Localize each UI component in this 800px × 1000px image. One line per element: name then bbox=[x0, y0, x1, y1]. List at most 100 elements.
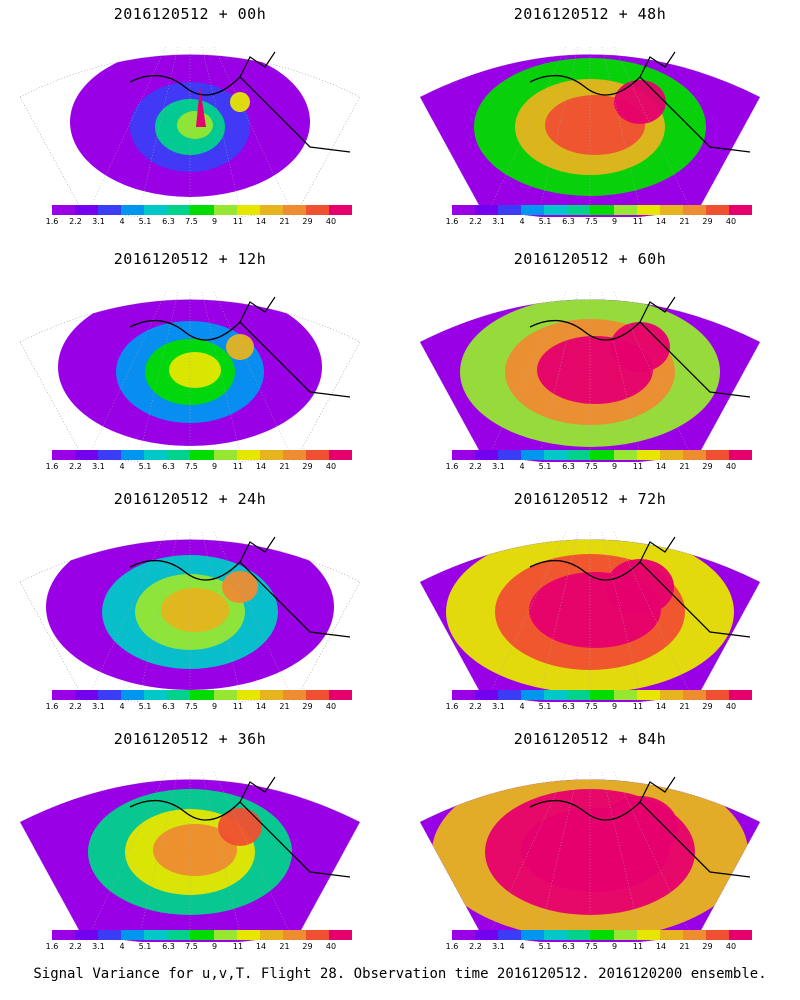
colorbar-swatch bbox=[167, 205, 191, 215]
colorbar-tick-label: 3.1 bbox=[92, 942, 105, 951]
colorbar-tick-label: 14 bbox=[655, 702, 667, 711]
colorbar-swatch bbox=[144, 205, 168, 215]
variance-map bbox=[19, 771, 361, 942]
colorbar bbox=[52, 930, 353, 940]
colorbar-tick-label: 40 bbox=[725, 702, 737, 711]
colorbar-tick-label: 14 bbox=[255, 462, 267, 471]
colorbar-swatch bbox=[705, 205, 729, 215]
colorbar-swatch bbox=[259, 450, 283, 460]
colorbar-swatch bbox=[452, 690, 476, 700]
colorbar-tick-label: 5.1 bbox=[138, 217, 152, 226]
map-panel: 2016120512 + 12h 1.6 2.2 3.1 4 5.1 6.3 7.5 9 11 14… bbox=[10, 250, 370, 495]
colorbar-tick-label: 1.6 bbox=[45, 217, 59, 226]
variance-map bbox=[19, 291, 361, 462]
colorbar-swatch bbox=[659, 450, 683, 460]
map-panel: 2016120512 + 36h 1.6 2.2 3.1 4 5.1 6.3 7.5 9 11 14… bbox=[10, 730, 370, 975]
figure-caption: Signal Variance for u,v,T. Flight 28. Ob… bbox=[33, 966, 767, 982]
colorbar-tick-label: 14 bbox=[255, 942, 267, 951]
colorbar-swatch bbox=[590, 450, 614, 460]
colorbar-swatch bbox=[282, 930, 306, 940]
colorbar-swatch bbox=[705, 930, 729, 940]
panel-title: 2016120512 + 48h bbox=[513, 5, 667, 23]
colorbar-tick-label: 5.1 bbox=[538, 462, 552, 471]
colorbar-swatch bbox=[452, 450, 476, 460]
colorbar-swatch bbox=[682, 205, 706, 215]
colorbar-tick-label: 1.6 bbox=[445, 702, 459, 711]
colorbar-labels: 1.6 2.2 3.1 4 5.1 6.3 7.5 9 11 14 21 29 40 bbox=[446, 462, 752, 474]
colorbar-tick-label: 2.2 bbox=[469, 217, 482, 226]
colorbar bbox=[452, 205, 753, 215]
colorbar-swatch bbox=[52, 205, 76, 215]
colorbar-tick-label: 11 bbox=[632, 942, 644, 951]
colorbar-tick-label: 3.1 bbox=[492, 942, 505, 951]
colorbar-swatch bbox=[213, 690, 237, 700]
colorbar-tick-label: 4 bbox=[119, 462, 125, 471]
colorbar-swatch bbox=[521, 930, 545, 940]
colorbar-tick-label: 3.1 bbox=[92, 702, 105, 711]
colorbar-tick-label: 3.1 bbox=[492, 217, 505, 226]
colorbar-tick-label: 6.3 bbox=[562, 702, 575, 711]
map-panel: 2016120512 + 84h 1.6 2.2 3.1 4 5.1 6.3 7.5 9 11 14… bbox=[410, 730, 770, 975]
colorbar-swatch bbox=[659, 930, 683, 940]
colorbar-tick-label: 14 bbox=[655, 942, 667, 951]
colorbar-tick-label: 14 bbox=[655, 462, 667, 471]
colorbar-swatch bbox=[498, 450, 522, 460]
colorbar-swatch bbox=[167, 690, 191, 700]
colorbar-tick-label: 40 bbox=[325, 217, 337, 226]
colorbar-tick-label: 3.1 bbox=[492, 462, 505, 471]
colorbar-tick-label: 21 bbox=[279, 217, 290, 226]
colorbar-swatch bbox=[190, 450, 214, 460]
colorbar-tick-label: 9 bbox=[611, 942, 618, 951]
map-panel: 2016120512 + 00h 1.6 2.2 3.1 4 5.1 6.3 7.5 9 11 14… bbox=[10, 5, 370, 250]
map-panel: 2016120512 + 48h 1.6 2.2 3.1 4 5.1 6.3 7.5 9 11 14… bbox=[410, 5, 770, 250]
colorbar-swatch bbox=[213, 450, 237, 460]
colorbar-tick-label: 14 bbox=[255, 217, 267, 226]
colorbar-tick-label: 6.3 bbox=[562, 217, 575, 226]
colorbar-tick-label: 2.2 bbox=[69, 217, 82, 226]
colorbar-tick-label: 7.5 bbox=[185, 462, 198, 471]
map-panel: 2016120512 + 24h 1.6 2.2 3.1 4 5.1 6.3 7.5 9 11 14… bbox=[10, 490, 370, 735]
panel-title: 2016120512 + 00h bbox=[113, 5, 267, 23]
colorbar-tick-label: 14 bbox=[655, 217, 667, 226]
colorbar-tick-label: 9 bbox=[211, 942, 218, 951]
colorbar-swatch bbox=[567, 450, 591, 460]
colorbar-swatch bbox=[613, 930, 637, 940]
colorbar-swatch bbox=[167, 930, 191, 940]
colorbar-swatch bbox=[452, 930, 476, 940]
colorbar-tick-label: 5.1 bbox=[138, 702, 152, 711]
colorbar-swatch bbox=[659, 205, 683, 215]
colorbar-tick-label: 9 bbox=[211, 462, 218, 471]
colorbar-tick-label: 1.6 bbox=[45, 942, 59, 951]
colorbar-swatch bbox=[636, 930, 660, 940]
colorbar-swatch bbox=[259, 205, 283, 215]
colorbar-tick-label: 5.1 bbox=[138, 462, 152, 471]
variance-map bbox=[419, 291, 761, 462]
colorbar-tick-label: 11 bbox=[632, 217, 644, 226]
colorbar bbox=[452, 450, 753, 460]
colorbar-tick-label: 29 bbox=[302, 462, 313, 471]
colorbar-tick-label: 4 bbox=[519, 702, 525, 711]
colorbar-tick-label: 11 bbox=[632, 702, 644, 711]
colorbar-tick-label: 40 bbox=[325, 942, 337, 951]
colorbar-tick-label: 29 bbox=[702, 702, 713, 711]
colorbar-tick-label: 7.5 bbox=[585, 217, 598, 226]
colorbar-swatch bbox=[590, 930, 614, 940]
colorbar-swatch bbox=[521, 690, 545, 700]
colorbar-swatch bbox=[521, 205, 545, 215]
colorbar-swatch bbox=[328, 690, 353, 700]
colorbar-swatch bbox=[498, 205, 522, 215]
colorbar-swatch bbox=[190, 690, 214, 700]
colorbar-tick-label: 2.2 bbox=[69, 702, 82, 711]
colorbar-swatch bbox=[52, 450, 76, 460]
colorbar-tick-label: 29 bbox=[702, 217, 713, 226]
colorbar-tick-label: 6.3 bbox=[162, 462, 175, 471]
colorbar-tick-label: 40 bbox=[725, 942, 737, 951]
colorbar-tick-label: 2.2 bbox=[469, 462, 482, 471]
colorbar-swatch bbox=[659, 690, 683, 700]
colorbar-swatch bbox=[728, 450, 753, 460]
colorbar-swatch bbox=[328, 930, 353, 940]
variance-map bbox=[419, 46, 761, 217]
colorbar-swatch bbox=[705, 450, 729, 460]
colorbar-swatch bbox=[498, 930, 522, 940]
colorbar-tick-label: 1.6 bbox=[45, 462, 59, 471]
